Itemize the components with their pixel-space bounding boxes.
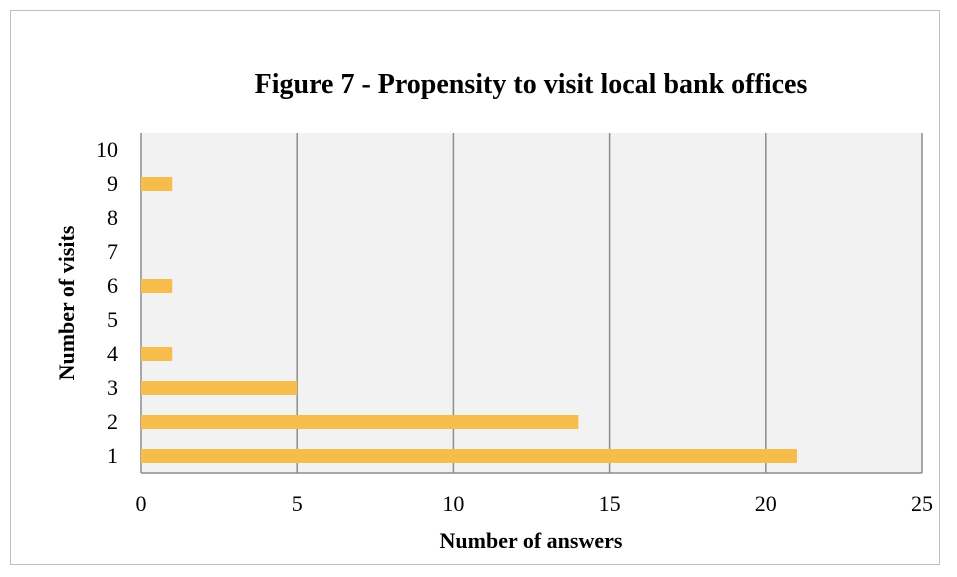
y-tick-label: 1 [107, 443, 118, 468]
y-tick-label: 7 [107, 239, 118, 264]
bar [141, 279, 173, 293]
bar [141, 177, 173, 191]
chart-title: Figure 7 - Propensity to visit local ban… [255, 69, 808, 100]
x-tick-label: 20 [755, 491, 777, 516]
x-tick-label: 25 [911, 491, 933, 516]
x-tick-label: 10 [442, 491, 464, 516]
bar [141, 347, 173, 361]
y-axis-title: Number of visits [54, 225, 79, 380]
bar [141, 449, 798, 463]
bar [141, 415, 579, 429]
bar-chart: 0 5 10 15 20 25 1 2 3 4 5 6 7 8 9 10 Figure 7 - Propens… [54, 69, 933, 553]
y-tick-label: 4 [107, 341, 118, 366]
y-tick-label: 5 [107, 307, 118, 332]
y-tick-label: 10 [96, 137, 118, 162]
y-tick-label: 6 [107, 273, 118, 298]
x-axis-title: Number of answers [440, 528, 623, 553]
y-tick-label: 9 [107, 171, 118, 196]
chart-frame: 0 5 10 15 20 25 1 2 3 4 5 6 7 8 9 10 Figure 7 - Propens… [10, 10, 940, 565]
y-tick-label: 2 [107, 409, 118, 434]
bar [141, 381, 298, 395]
y-tick-label: 3 [107, 375, 118, 400]
y-tick-label: 8 [107, 205, 118, 230]
x-tick-label: 5 [292, 491, 303, 516]
x-tick-label: 0 [136, 491, 147, 516]
x-tick-label: 15 [599, 491, 621, 516]
